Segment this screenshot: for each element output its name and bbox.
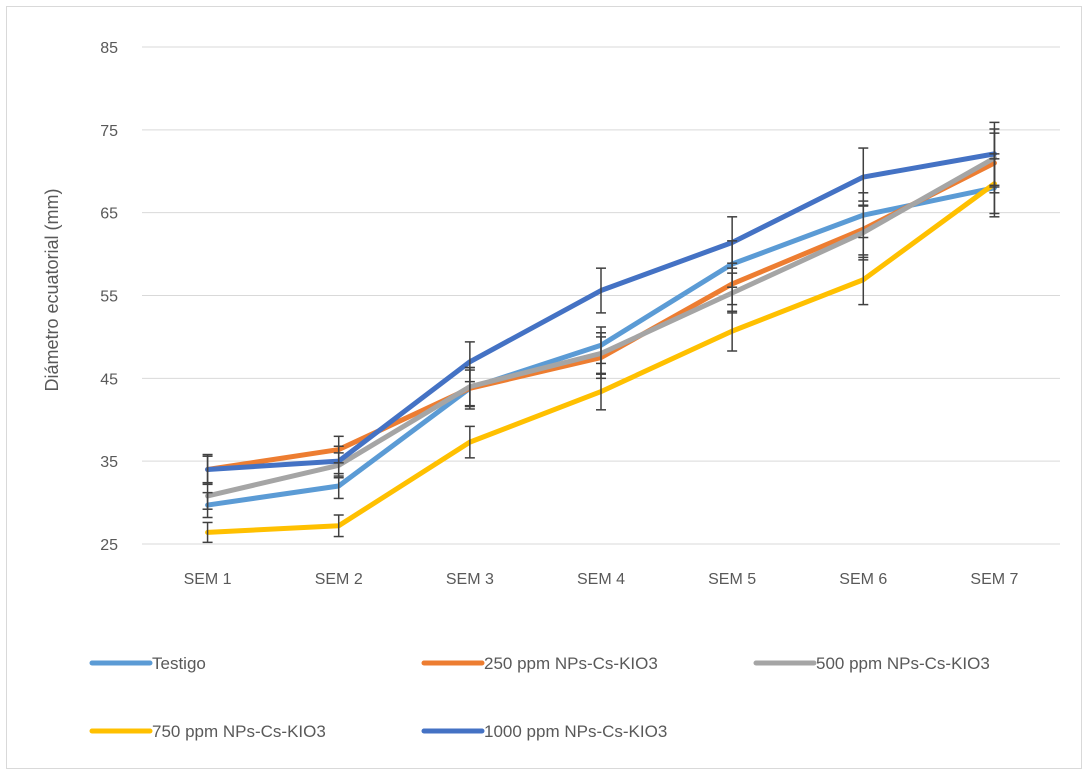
x-tick-label: SEM 5 [708, 571, 756, 588]
y-tick-label: 75 [100, 123, 118, 140]
chart-frame [6, 6, 1082, 769]
legend: Testigo 250 ppm NPs-Cs-KIO3 500 ppm NPs-Cs… [89, 654, 990, 741]
x-tick-label: SEM 2 [315, 571, 363, 588]
x-axis-tick-labels: SEM 1 SEM 2 SEM 3 SEM 4 SEM 5 SEM 6 SEM 7 [184, 571, 1019, 588]
error-bars [202, 121, 1000, 544]
x-tick-label: SEM 4 [577, 571, 625, 588]
legend-label: 1000 ppm NPs-Cs-KIO3 [484, 722, 667, 741]
y-tick-label: 35 [100, 454, 118, 471]
legend-label: 250 ppm NPs-Cs-KIO3 [484, 654, 658, 673]
x-tick-label: SEM 6 [839, 571, 887, 588]
legend-label: 750 ppm NPs-Cs-KIO3 [152, 722, 326, 741]
y-tick-label: 65 [100, 206, 118, 223]
series-line [205, 160, 997, 472]
y-axis-title: Diámetro ecuatorial (mm) [42, 188, 62, 391]
y-tick-label: 25 [100, 537, 118, 554]
legend-label: 500 ppm NPs-Cs-KIO3 [816, 654, 990, 673]
x-tick-label: SEM 1 [184, 571, 232, 588]
y-tick-label: 45 [100, 371, 118, 388]
y-tick-label: 55 [100, 289, 118, 306]
x-tick-label: SEM 7 [970, 571, 1018, 588]
y-tick-label: 85 [100, 40, 118, 57]
gridlines [142, 46, 1060, 545]
legend-label: Testigo [152, 654, 206, 673]
x-tick-label: SEM 3 [446, 571, 494, 588]
y-axis-tick-labels: 25 35 45 55 65 75 85 [100, 40, 118, 554]
